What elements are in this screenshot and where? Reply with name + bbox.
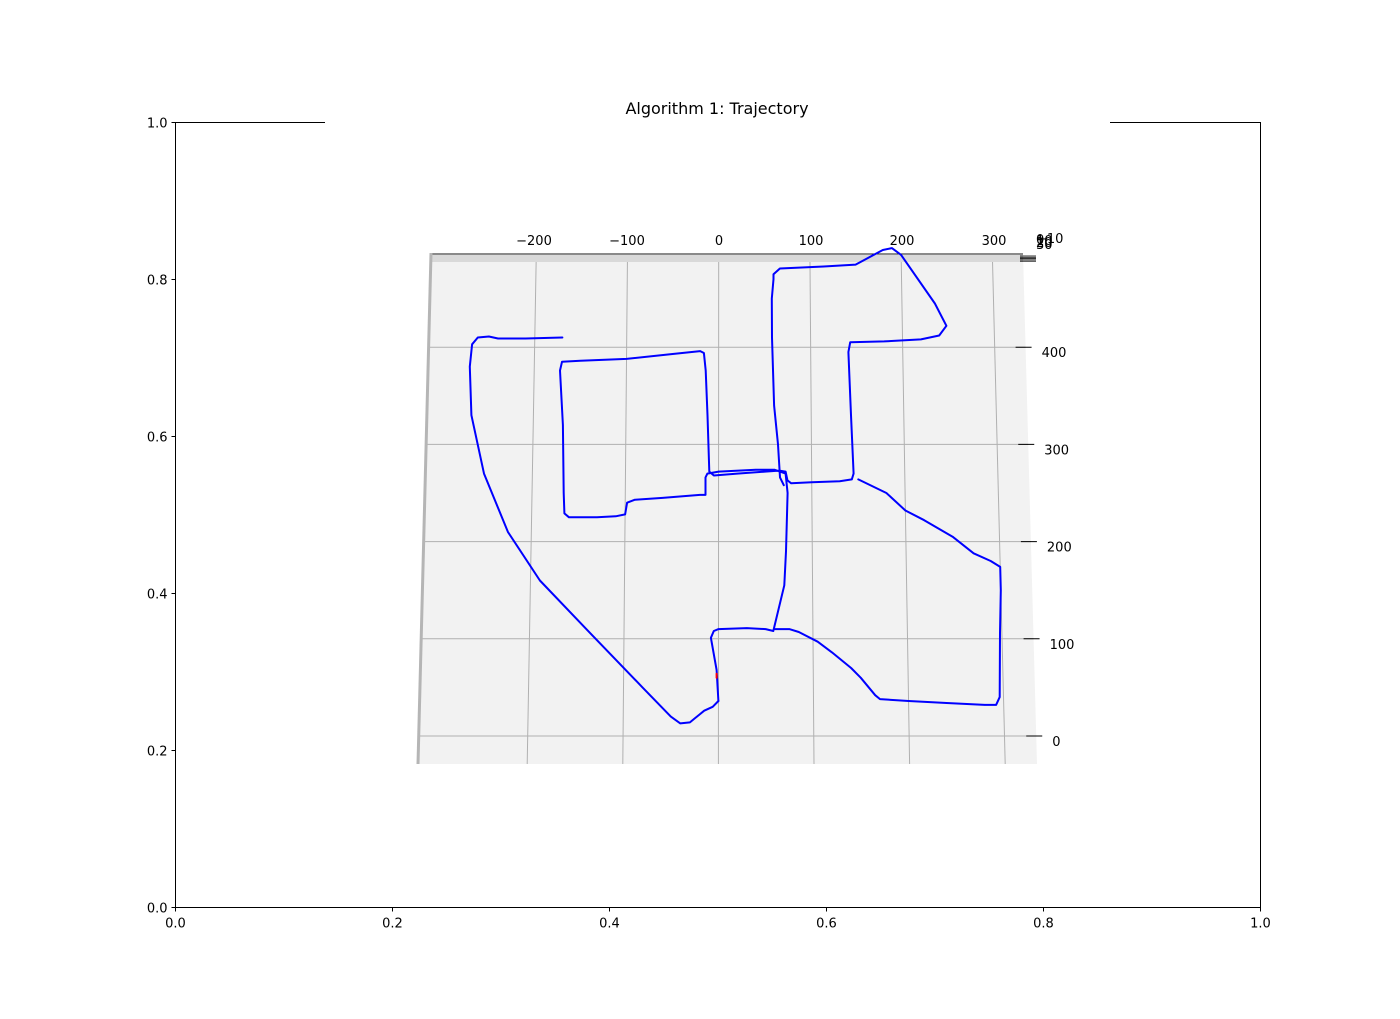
axes3d-x-tick-label: 200 — [890, 234, 915, 249]
axes3d-top-pane-edge — [431, 255, 1023, 262]
axes3d-y-tick-label: 200 — [1047, 541, 1072, 556]
axes3d-z-tick-label: 20 — [1036, 236, 1053, 251]
outer-x-tick-label: 0.0 — [165, 917, 186, 932]
axes3d-background — [325, 115, 1110, 123]
axes3d-y-tick-label: 0 — [1052, 735, 1060, 750]
trajectory-series — [468, 247, 1002, 725]
axes3d-x-tick-label: −100 — [609, 234, 645, 249]
axes3d-gridline-x — [900, 261, 911, 765]
outer-x-tick-label: 0.8 — [1033, 917, 1054, 932]
trajectory-line-1 — [774, 478, 1002, 706]
axes3d-x-tick-label: 100 — [799, 234, 824, 249]
axes3d-z-tick-label: 30 — [1036, 238, 1053, 253]
outer-y-ticks: 0.0 0.2 0.4 0.6 0.8 1.0 — [147, 117, 176, 917]
trajectory-line-0 — [559, 247, 948, 702]
outer-y-tick-label: 0.0 — [147, 902, 168, 917]
outer-x-tick-label: 0.6 — [816, 917, 837, 932]
outer-y-tick-label: 0.2 — [147, 745, 168, 760]
axes3d-x-tick-label: −200 — [516, 234, 552, 249]
outer-axes: 0.0 0.2 0.4 0.6 0.8 1.0 0.0 0.2 0.4 0.6 0.8 1.0 — [147, 117, 1271, 932]
axes3d-z-tick-label: −10 — [1036, 232, 1063, 247]
axes3d-gridline-x — [526, 261, 537, 765]
axes3d-x-ticks: −200 −100 0 100 200 300 — [516, 234, 1006, 249]
axes3d-gridline-x — [809, 261, 815, 765]
axes3d-y-tick-label: 300 — [1044, 443, 1069, 458]
chart-title: Algorithm 1: Trajectory — [625, 99, 808, 118]
axes3d-grid — [418, 261, 1037, 765]
axes3d-y-ticks: 0 100 200 300 400 — [1015, 346, 1075, 750]
axes3d-y-tick-label: 400 — [1042, 346, 1067, 361]
outer-y-tick-label: 0.4 — [147, 588, 168, 603]
axes3d-x-tick-label: 300 — [982, 234, 1007, 249]
axes3d-pane — [418, 253, 1037, 764]
trajectory-line-2 — [468, 335, 720, 725]
outer-y-tick-label: 1.0 — [147, 117, 168, 132]
axes3d-z-tick-label: 0 — [1036, 233, 1044, 248]
axes3d-gridline-x — [992, 261, 1006, 765]
axes3d-y-tick-label: 100 — [1050, 638, 1075, 653]
outer-y-tick-label: 0.6 — [147, 431, 168, 446]
axes3d-x-tick-label: 0 — [715, 234, 723, 249]
outer-x-ticks: 0.0 0.2 0.4 0.6 0.8 1.0 — [165, 907, 1271, 932]
outer-y-tick-label: 0.8 — [147, 274, 168, 289]
outer-x-tick-label: 0.2 — [382, 917, 403, 932]
axes3d-left-pane-edge — [416, 252, 433, 765]
outer-x-tick-label: 1.0 — [1250, 917, 1271, 932]
axes3d-z-tick-label: 10 — [1036, 234, 1053, 249]
outer-x-tick-label: 0.4 — [599, 917, 620, 932]
